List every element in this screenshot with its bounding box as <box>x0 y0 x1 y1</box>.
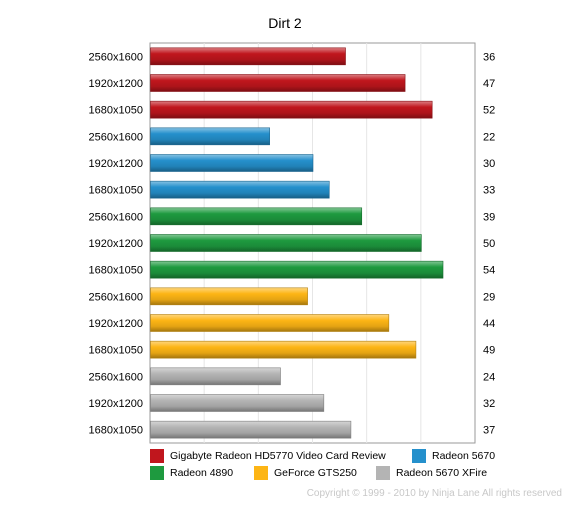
bar <box>150 207 363 226</box>
category-label: 2560x1600 <box>89 131 143 143</box>
legend-item: GeForce GTS250 <box>254 466 357 482</box>
value-label: 22 <box>483 131 495 143</box>
bar <box>150 127 270 146</box>
value-label: 24 <box>483 371 495 383</box>
category-label: 1920x1200 <box>89 78 143 90</box>
bar <box>150 47 346 66</box>
legend-label: Radeon 5670 XFire <box>396 467 488 479</box>
value-label: 52 <box>483 105 495 117</box>
bar <box>150 314 390 332</box>
legend-label: Gigabyte Radeon HD5770 Video Card Review <box>170 450 386 462</box>
category-label: 2560x1600 <box>89 211 143 223</box>
category-label: 2560x1600 <box>89 371 143 383</box>
category-label: 1680x1050 <box>89 265 143 277</box>
legend-swatch <box>412 449 426 463</box>
value-label: 32 <box>483 398 495 410</box>
bar <box>150 394 325 412</box>
legend-label: Radeon 4890 <box>170 467 234 479</box>
category-label: 1920x1200 <box>89 238 143 250</box>
category-label: 1920x1200 <box>89 158 143 170</box>
value-label: 39 <box>483 211 495 223</box>
legend-label: GeForce GTS250 <box>274 467 357 479</box>
legend-item: Gigabyte Radeon HD5770 Video Card Review <box>150 449 386 465</box>
category-label: 1680x1050 <box>89 345 143 357</box>
category-label: 1680x1050 <box>89 185 143 197</box>
legend-swatch <box>150 466 164 480</box>
value-label: 50 <box>483 238 495 250</box>
bar <box>150 74 406 92</box>
bar <box>150 234 422 252</box>
value-label: 37 <box>483 425 495 437</box>
value-label: 29 <box>483 291 495 303</box>
value-labels: 36 47 52 22 30 33 39 50 54 29 44 49 24 32 37 <box>483 51 495 436</box>
legend-label: Radeon 5670 <box>432 450 496 462</box>
bar <box>150 367 281 386</box>
legend-item: Radeon 5670 <box>412 449 495 465</box>
category-label: 1680x1050 <box>89 425 143 437</box>
category-label: 1920x1200 <box>89 318 143 330</box>
bar <box>150 260 444 279</box>
value-label: 33 <box>483 185 495 197</box>
bar <box>150 287 308 306</box>
legend-swatch <box>254 466 268 480</box>
legend-swatch <box>376 466 390 480</box>
bar <box>150 100 433 119</box>
legend-swatch <box>150 449 164 463</box>
category-label: 2560x1600 <box>89 291 143 303</box>
value-label: 54 <box>483 265 495 277</box>
category-labels: 2560x1600 1920x1200 1680x1050 2560x1600 1920… <box>89 51 143 436</box>
value-label: 44 <box>483 318 495 330</box>
category-label: 2560x1600 <box>89 51 143 63</box>
legend-item: Radeon 5670 XFire <box>376 466 487 482</box>
value-label: 30 <box>483 158 495 170</box>
value-label: 36 <box>483 51 495 63</box>
bars <box>150 47 444 439</box>
bar <box>150 420 352 439</box>
legend-item: Radeon 4890 <box>150 466 233 482</box>
chart-title: Dirt 2 <box>268 15 302 31</box>
value-label: 49 <box>483 345 495 357</box>
category-label: 1920x1200 <box>89 398 143 410</box>
copyright-text: Copyright © 1999 - 2010 by Ninja Lane Al… <box>306 488 562 499</box>
bar <box>150 340 417 359</box>
category-label: 1680x1050 <box>89 105 143 117</box>
bar <box>150 154 314 172</box>
bar <box>150 180 330 199</box>
value-label: 47 <box>483 78 495 90</box>
